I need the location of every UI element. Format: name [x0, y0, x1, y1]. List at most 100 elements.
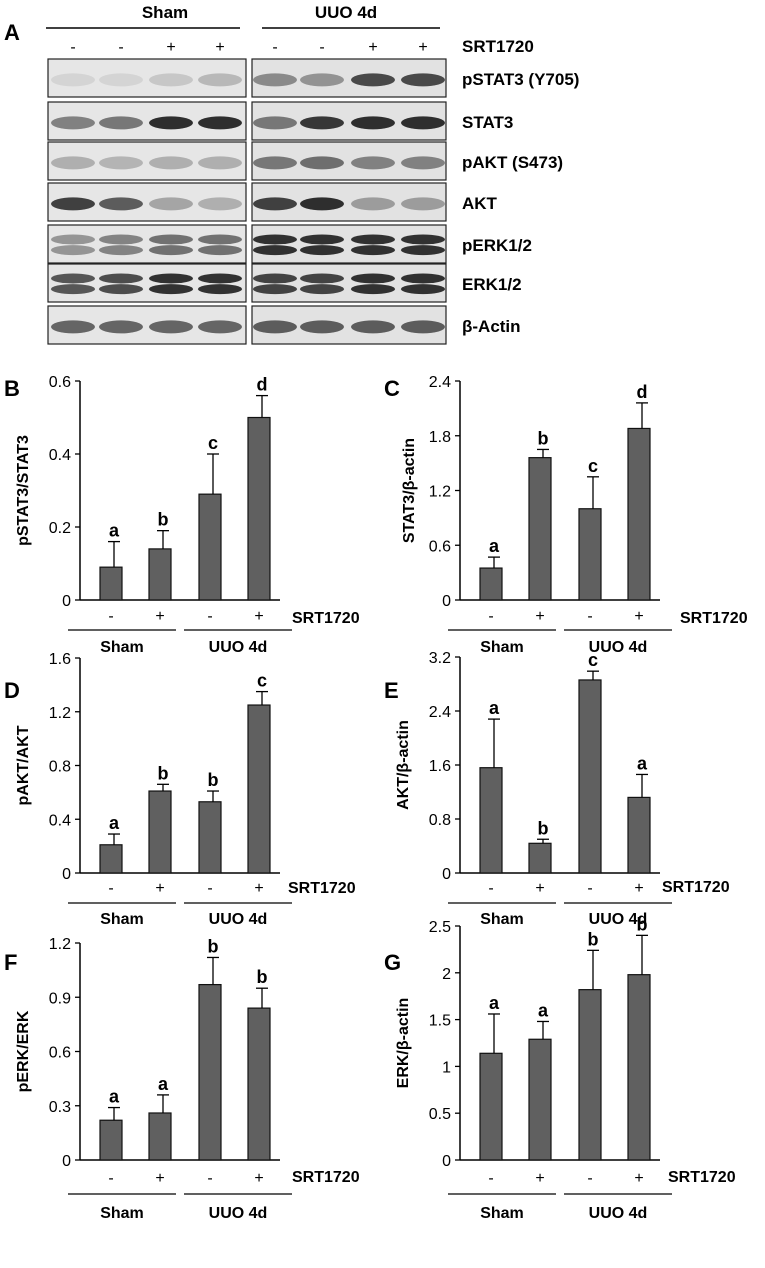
blot-band: [401, 73, 445, 87]
blot-band: [253, 284, 297, 295]
blot-sign: +: [215, 39, 224, 56]
panel-letter: G: [384, 950, 401, 975]
blot-band: [99, 320, 143, 334]
blot-band: [351, 197, 395, 211]
treatment-sign: -: [587, 608, 592, 625]
significance-label: b: [158, 510, 169, 530]
blot-band: [253, 73, 297, 87]
blot-band: [300, 245, 344, 256]
blot-band: [99, 156, 143, 170]
y-axis-label: ERK/β-actin: [395, 998, 412, 1089]
blot-row-label: pERK1/2: [462, 236, 532, 255]
blot-sign: -: [319, 39, 324, 56]
treatment-sign: +: [535, 1170, 544, 1187]
blot-band: [99, 197, 143, 211]
significance-label: b: [208, 770, 219, 790]
panel-letter: C: [384, 376, 400, 401]
blot-band: [99, 245, 143, 256]
treatment-label: SRT1720: [292, 1169, 360, 1186]
bar: [198, 983, 222, 1161]
y-tick-label: 2.5: [429, 919, 451, 936]
chart-e: E 0 0.8 1.6 2.4 3.2 AKT/β-actin a - b + c - a + SRT1720…: [384, 650, 730, 928]
panel-letter-a: A: [4, 20, 20, 45]
blot-band: [300, 116, 344, 130]
bar: [247, 1007, 271, 1161]
bar: [578, 508, 602, 601]
blot-band: [300, 73, 344, 87]
treatment-sign: +: [634, 608, 643, 625]
treatment-sign: +: [155, 608, 164, 625]
blot-band: [198, 197, 242, 211]
blot-row: pSTAT3 (Y705): [47, 58, 579, 98]
group-label: Sham: [480, 911, 524, 928]
significance-label: c: [257, 671, 267, 691]
chart-b: B 0 0.2 0.4 0.6 pSTAT3/STAT3 a - b + c - d + SRT1720 Sh…: [4, 374, 360, 656]
treatment-sign: -: [587, 1170, 592, 1187]
treatment-sign: +: [254, 608, 263, 625]
blot-band: [99, 234, 143, 245]
treatment-sign: +: [535, 880, 544, 897]
significance-label: b: [158, 763, 169, 783]
bar: [148, 1112, 172, 1161]
blot-row-label: ERK1/2: [462, 275, 522, 294]
group-label: UUO 4d: [589, 911, 648, 928]
blot-band: [253, 116, 297, 130]
y-tick-label: 1.2: [49, 705, 71, 722]
bar: [479, 1052, 503, 1161]
blot-row-label: β-Actin: [462, 317, 521, 336]
y-tick-label: 1.5: [429, 1013, 451, 1030]
blot-band: [51, 284, 95, 295]
y-tick-label: 0.4: [49, 812, 71, 829]
y-axis-label: STAT3/β-actin: [401, 438, 418, 543]
blot-row: pERK1/2: [47, 224, 532, 264]
panel-letter: B: [4, 376, 20, 401]
significance-label: b: [588, 929, 599, 949]
y-tick-label: 0.8: [49, 759, 71, 776]
bar: [247, 416, 271, 601]
significance-label: a: [158, 1074, 169, 1094]
blot-band: [51, 245, 95, 256]
blot-band: [149, 116, 193, 130]
blot-row-label: AKT: [462, 194, 498, 213]
y-tick-label: 0.9: [49, 990, 71, 1007]
treatment-sign: -: [207, 1170, 212, 1187]
significance-label: b: [637, 914, 648, 934]
treatment-sign: +: [155, 1170, 164, 1187]
y-tick-label: 0.6: [49, 374, 71, 391]
blot-band: [253, 273, 297, 284]
blot-sign: +: [166, 39, 175, 56]
blot-band: [99, 273, 143, 284]
blot-group-uuo: UUO 4d: [315, 3, 377, 22]
significance-label: a: [489, 536, 500, 556]
blot-band: [51, 116, 95, 130]
significance-label: a: [109, 813, 120, 833]
blot-band: [99, 116, 143, 130]
group-label: UUO 4d: [209, 911, 268, 928]
blot-band: [401, 197, 445, 211]
western-blot-panel: A Sham UUO 4d SRT1720 - - + + - - + + pSTAT3 (Y…: [4, 3, 579, 345]
blot-band: [51, 273, 95, 284]
y-tick-label: 0.2: [49, 520, 71, 537]
chart-f: F 0 0.3 0.6 0.9 1.2 pERK/ERK a - a + b - b + SRT1720 Sha…: [4, 936, 360, 1222]
blot-band: [51, 320, 95, 334]
bar-charts: B 0 0.2 0.4 0.6 pSTAT3/STAT3 a - b + c - d + SRT1720 Sh…: [4, 374, 748, 1222]
significance-label: b: [538, 428, 549, 448]
blot-band: [401, 284, 445, 295]
blot-band: [401, 234, 445, 245]
blot-band: [51, 197, 95, 211]
blot-band: [300, 234, 344, 245]
significance-label: a: [489, 698, 500, 718]
blot-band: [198, 245, 242, 256]
y-axis-label: pAKT/AKT: [15, 725, 32, 805]
blot-band: [198, 234, 242, 245]
blot-row-label: pAKT (S473): [462, 153, 563, 172]
group-label: UUO 4d: [589, 639, 648, 656]
significance-label: a: [109, 1087, 120, 1107]
treatment-sign: +: [254, 1170, 263, 1187]
blot-row: ERK1/2: [47, 263, 522, 303]
treatment-label: SRT1720: [662, 879, 730, 896]
blot-band: [149, 245, 193, 256]
y-tick-label: 0.8: [429, 812, 451, 829]
blot-band: [401, 273, 445, 284]
blot-band: [149, 197, 193, 211]
